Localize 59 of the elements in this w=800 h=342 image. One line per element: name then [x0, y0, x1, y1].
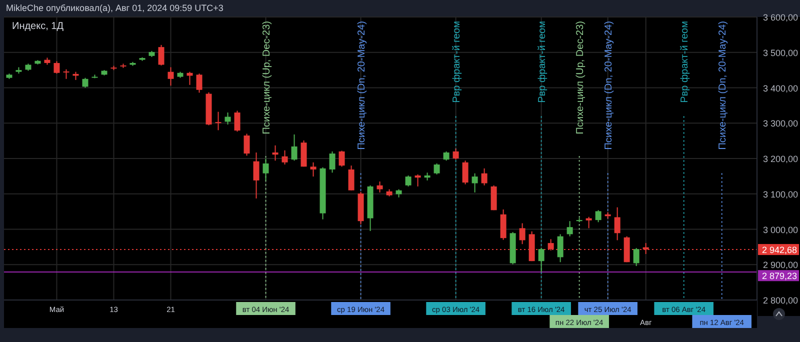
candlestick — [262, 158, 269, 181]
candlestick — [244, 133, 250, 156]
candlestick — [338, 150, 345, 168]
ref-line-label: Психе-цикл (Up, Dec-23) — [574, 21, 586, 134]
candlestick — [443, 150, 450, 162]
candlestick — [224, 112, 231, 126]
chart-title: Индекс, 1Д — [12, 21, 64, 32]
ref-line-label: Психе-цикл (Up, Dec-23) — [261, 21, 272, 134]
ref-line-label: 2 879,23 — [762, 271, 798, 282]
candlestick — [490, 184, 497, 211]
candlestick — [282, 150, 288, 166]
ref-line-label: Психе-цикл (Dn, 20-May-24) — [603, 21, 614, 150]
ref-line-label: Рвр фракт-й геом — [679, 20, 690, 103]
candlestick — [63, 68, 70, 80]
candlestick — [481, 168, 488, 186]
candlestick — [272, 144, 278, 162]
candlestick — [614, 206, 620, 241]
candlestick — [434, 162, 440, 175]
y-tick-label: 3 600,00 — [763, 12, 798, 22]
candlestick — [168, 66, 174, 86]
candlestick — [452, 148, 459, 160]
candlestick — [54, 60, 60, 74]
candlestick — [414, 174, 421, 187]
candlestick — [376, 180, 383, 193]
candlestick — [586, 216, 592, 229]
candlestick — [253, 152, 260, 199]
text: MikleChe опубликовал(а), Авг 01, 2024 09:59 UTC+3 — [6, 3, 224, 13]
candlestick — [82, 77, 88, 88]
ref-line-label: Психе-цикл (Dn, 20-May-24) — [356, 21, 368, 150]
candlestick — [196, 73, 202, 94]
candlestick — [329, 150, 336, 174]
ref-line-label: Рвр фракт-й геом — [451, 20, 462, 103]
candlestick — [215, 111, 222, 131]
y-tick-label: 3 000,00 — [763, 224, 798, 235]
y-tick-label: 2 900,00 — [763, 260, 798, 270]
ref-line-label: Рвр фракт-й геом — [536, 20, 548, 103]
candlestick — [158, 44, 164, 66]
candlestick — [291, 134, 298, 162]
candlestick — [405, 174, 412, 187]
candlestick — [462, 160, 468, 185]
candlestick — [519, 222, 526, 245]
y-tick-label: 3 500,00 — [763, 48, 798, 58]
candlestick — [595, 210, 602, 223]
y-tick-label: 3 400,00 — [763, 83, 798, 94]
y-tick-label: 2 800,00 — [763, 296, 798, 306]
candlestick — [500, 208, 506, 240]
candlestick — [633, 248, 640, 267]
y-tick-label: 3 200,00 — [763, 154, 798, 164]
ref-line-label: 2 942,68 — [762, 245, 798, 256]
candlestick — [472, 172, 478, 193]
candlestick — [234, 110, 240, 132]
candlestick — [310, 162, 316, 178]
y-tick-label: 3 300,00 — [763, 118, 798, 129]
candlestick — [538, 248, 544, 273]
candlestick — [557, 234, 564, 263]
candlestick — [348, 165, 354, 191]
y-tick-label: 3 100,00 — [763, 189, 798, 200]
candlestick — [566, 220, 573, 237]
ref-line-label: Психе-цикл (Dn, 20-May-24) — [717, 21, 728, 150]
